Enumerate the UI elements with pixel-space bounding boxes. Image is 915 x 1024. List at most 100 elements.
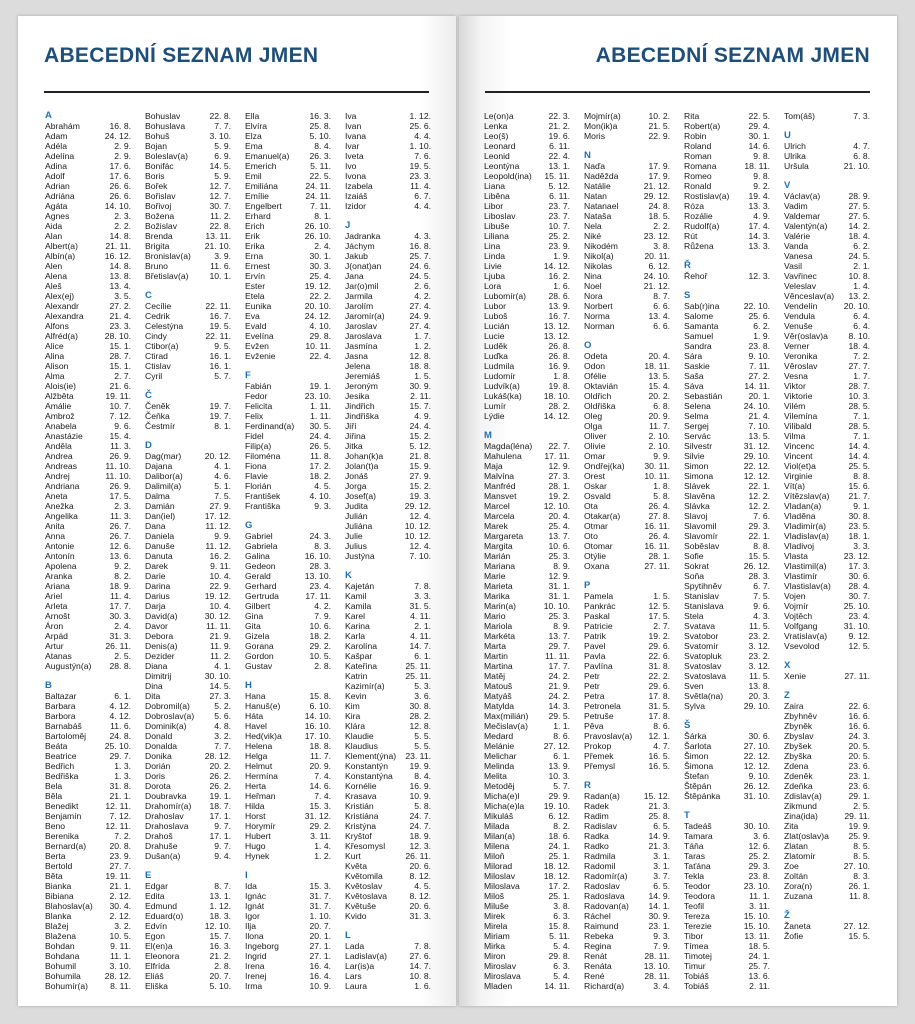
letter-heading: M xyxy=(484,430,492,441)
name-day-date: 13. 5. xyxy=(748,431,770,441)
name-entry: Přemysl 16. 5. xyxy=(584,761,670,771)
name-entry: Oto 26. 4. xyxy=(584,531,670,541)
name: El(en)a xyxy=(145,941,173,951)
name-day-date: 6. 7. xyxy=(753,581,770,591)
name-day-date: 12. 5. xyxy=(848,641,870,651)
name-day-date: 17. 9. xyxy=(648,171,670,181)
name: Zaira xyxy=(784,701,804,711)
name-entry: Ladislav(a) 27. 6. xyxy=(345,951,431,961)
name-entry: Atanas 2. 5. xyxy=(45,651,131,661)
name-day-date: 25. 2. xyxy=(748,851,770,861)
name: Teofil xyxy=(684,901,705,911)
name-entry: Berta 23. 9. xyxy=(45,851,131,861)
name: Dalma xyxy=(145,491,170,501)
name-day-date: 7. 10. xyxy=(748,421,770,431)
name: Olivie xyxy=(584,441,606,451)
name-entry: Květomila 8. 12. xyxy=(345,871,431,881)
name: Selma xyxy=(684,411,709,421)
name: Bořislav xyxy=(145,191,176,201)
name: Odeta xyxy=(584,351,608,361)
name-entry: Ulrich 4. 7. xyxy=(784,141,870,151)
name-entry: Linda 1. 9. xyxy=(484,251,570,261)
name-day-date: 29. 9. xyxy=(548,791,570,801)
name-entry: Jorga 15. 2. xyxy=(345,481,431,491)
name-entry: Lucie 13. 12. xyxy=(484,331,570,341)
name: Čeněk xyxy=(145,401,170,411)
name-entry: Stela 4. 3. xyxy=(684,611,770,621)
name: Gabriela xyxy=(245,541,278,551)
name: Ester xyxy=(245,281,266,291)
name-day-date: 13. 8. xyxy=(748,681,770,691)
letter-heading: F xyxy=(245,370,251,381)
name-entry: Lar(is)a 14. 7. xyxy=(345,961,431,971)
name: Naděžda xyxy=(584,171,619,181)
name-day-date: 28. 11. xyxy=(644,971,670,981)
name-day-date: 22. 10. xyxy=(743,301,770,311)
name-day-date: 6. 11. xyxy=(549,141,570,151)
name-day-date: 9. 8. xyxy=(753,171,770,181)
name: Hanuš(e) xyxy=(245,701,281,711)
name-entry: Ofélie 13. 5. xyxy=(584,371,670,381)
name-entry: Vladan(a) 9. 1. xyxy=(784,501,870,511)
name-day-date: 8. 3. xyxy=(314,541,331,551)
name-entry: Rostislav(a) 19. 4. xyxy=(684,191,770,201)
name-entry: Zita 19. 9. xyxy=(784,821,870,831)
name-day-date: 12. 7. xyxy=(209,181,231,191)
name-day-date: 30. 11. xyxy=(644,461,670,471)
name-day-date: 16. 6. xyxy=(848,711,870,721)
name-day-date: 6. 1. xyxy=(553,751,570,761)
name: Jeremiáš xyxy=(345,371,380,381)
name-entry: Metoděj 5. 7. xyxy=(484,781,570,791)
name-entry: Štěpánka 31. 10. xyxy=(684,791,770,801)
name-entry: Simona 12. 12. xyxy=(684,471,770,481)
name-entry: Jaroslava 1. 7. xyxy=(345,331,431,341)
name-entry: Sáva 14. 11. xyxy=(684,381,770,391)
name: Robert(a) xyxy=(684,121,721,131)
name-entry: Samanta 6. 2. xyxy=(684,321,770,331)
name-day-date: 30. 5. xyxy=(309,421,331,431)
name: Běta xyxy=(45,871,63,881)
name-day-date: 8. 11. xyxy=(110,981,131,991)
name-entry: Kryštof 18. 9. xyxy=(345,831,431,841)
name-entry: Darius 19. 12. xyxy=(145,591,231,601)
letter-heading: B xyxy=(45,680,52,691)
name-day-date: 23. 7. xyxy=(548,201,570,211)
name: Blanka xyxy=(45,911,72,921)
name-day-date: 2. 3. xyxy=(114,501,131,511)
name-entry: Květoslava 8. 12. xyxy=(345,891,431,901)
name-day-date: 9. 7. xyxy=(214,841,231,851)
name-day-date: 12. 6. xyxy=(748,841,770,851)
name: Edita xyxy=(145,891,165,901)
name-day-date: 5. 9. xyxy=(214,141,231,151)
name: Renát xyxy=(584,951,607,961)
name-day-date: 10. 9. xyxy=(309,981,331,991)
name-day-date: 13. 2. xyxy=(848,291,870,301)
name-entry: Fedor 23. 10. xyxy=(245,391,331,401)
name: Gustav xyxy=(245,661,273,671)
name: Julián xyxy=(345,511,368,521)
name: Dimitrij xyxy=(145,671,172,681)
name-day-date: 29. 4. xyxy=(748,121,770,131)
name: Erika xyxy=(245,241,265,251)
name-entry: Vratislav(a) 9. 12. xyxy=(784,631,870,641)
name: Ivar xyxy=(345,141,360,151)
name-entry: Svatoslava 11. 5. xyxy=(684,671,770,681)
name-entry: Amálie 10. 7. xyxy=(45,401,131,411)
name: Pravoslav(a) xyxy=(584,731,633,741)
name-entry: Ljuba 16. 2. xyxy=(484,271,570,281)
name: Alena xyxy=(45,271,67,281)
name-entry: Juliána 10. 12. xyxy=(345,521,431,531)
name: Cyril xyxy=(145,371,163,381)
name: Zdeněk xyxy=(784,771,813,781)
name-day-date: 6. 5. xyxy=(653,881,670,891)
name: Anna xyxy=(45,531,66,541)
name-day-date: 24. 10. xyxy=(743,401,770,411)
name-entry: Doubravka 19. 1. xyxy=(145,791,231,801)
name-day-date: 19. 9. xyxy=(848,821,870,831)
name: Nora xyxy=(584,291,603,301)
name: Alexandr xyxy=(45,301,79,311)
name: Ivana xyxy=(345,131,367,141)
name-day-date: 17. 11. xyxy=(544,451,570,461)
name-day-date: 27. 2. xyxy=(748,371,770,381)
name: Egon xyxy=(145,931,166,941)
